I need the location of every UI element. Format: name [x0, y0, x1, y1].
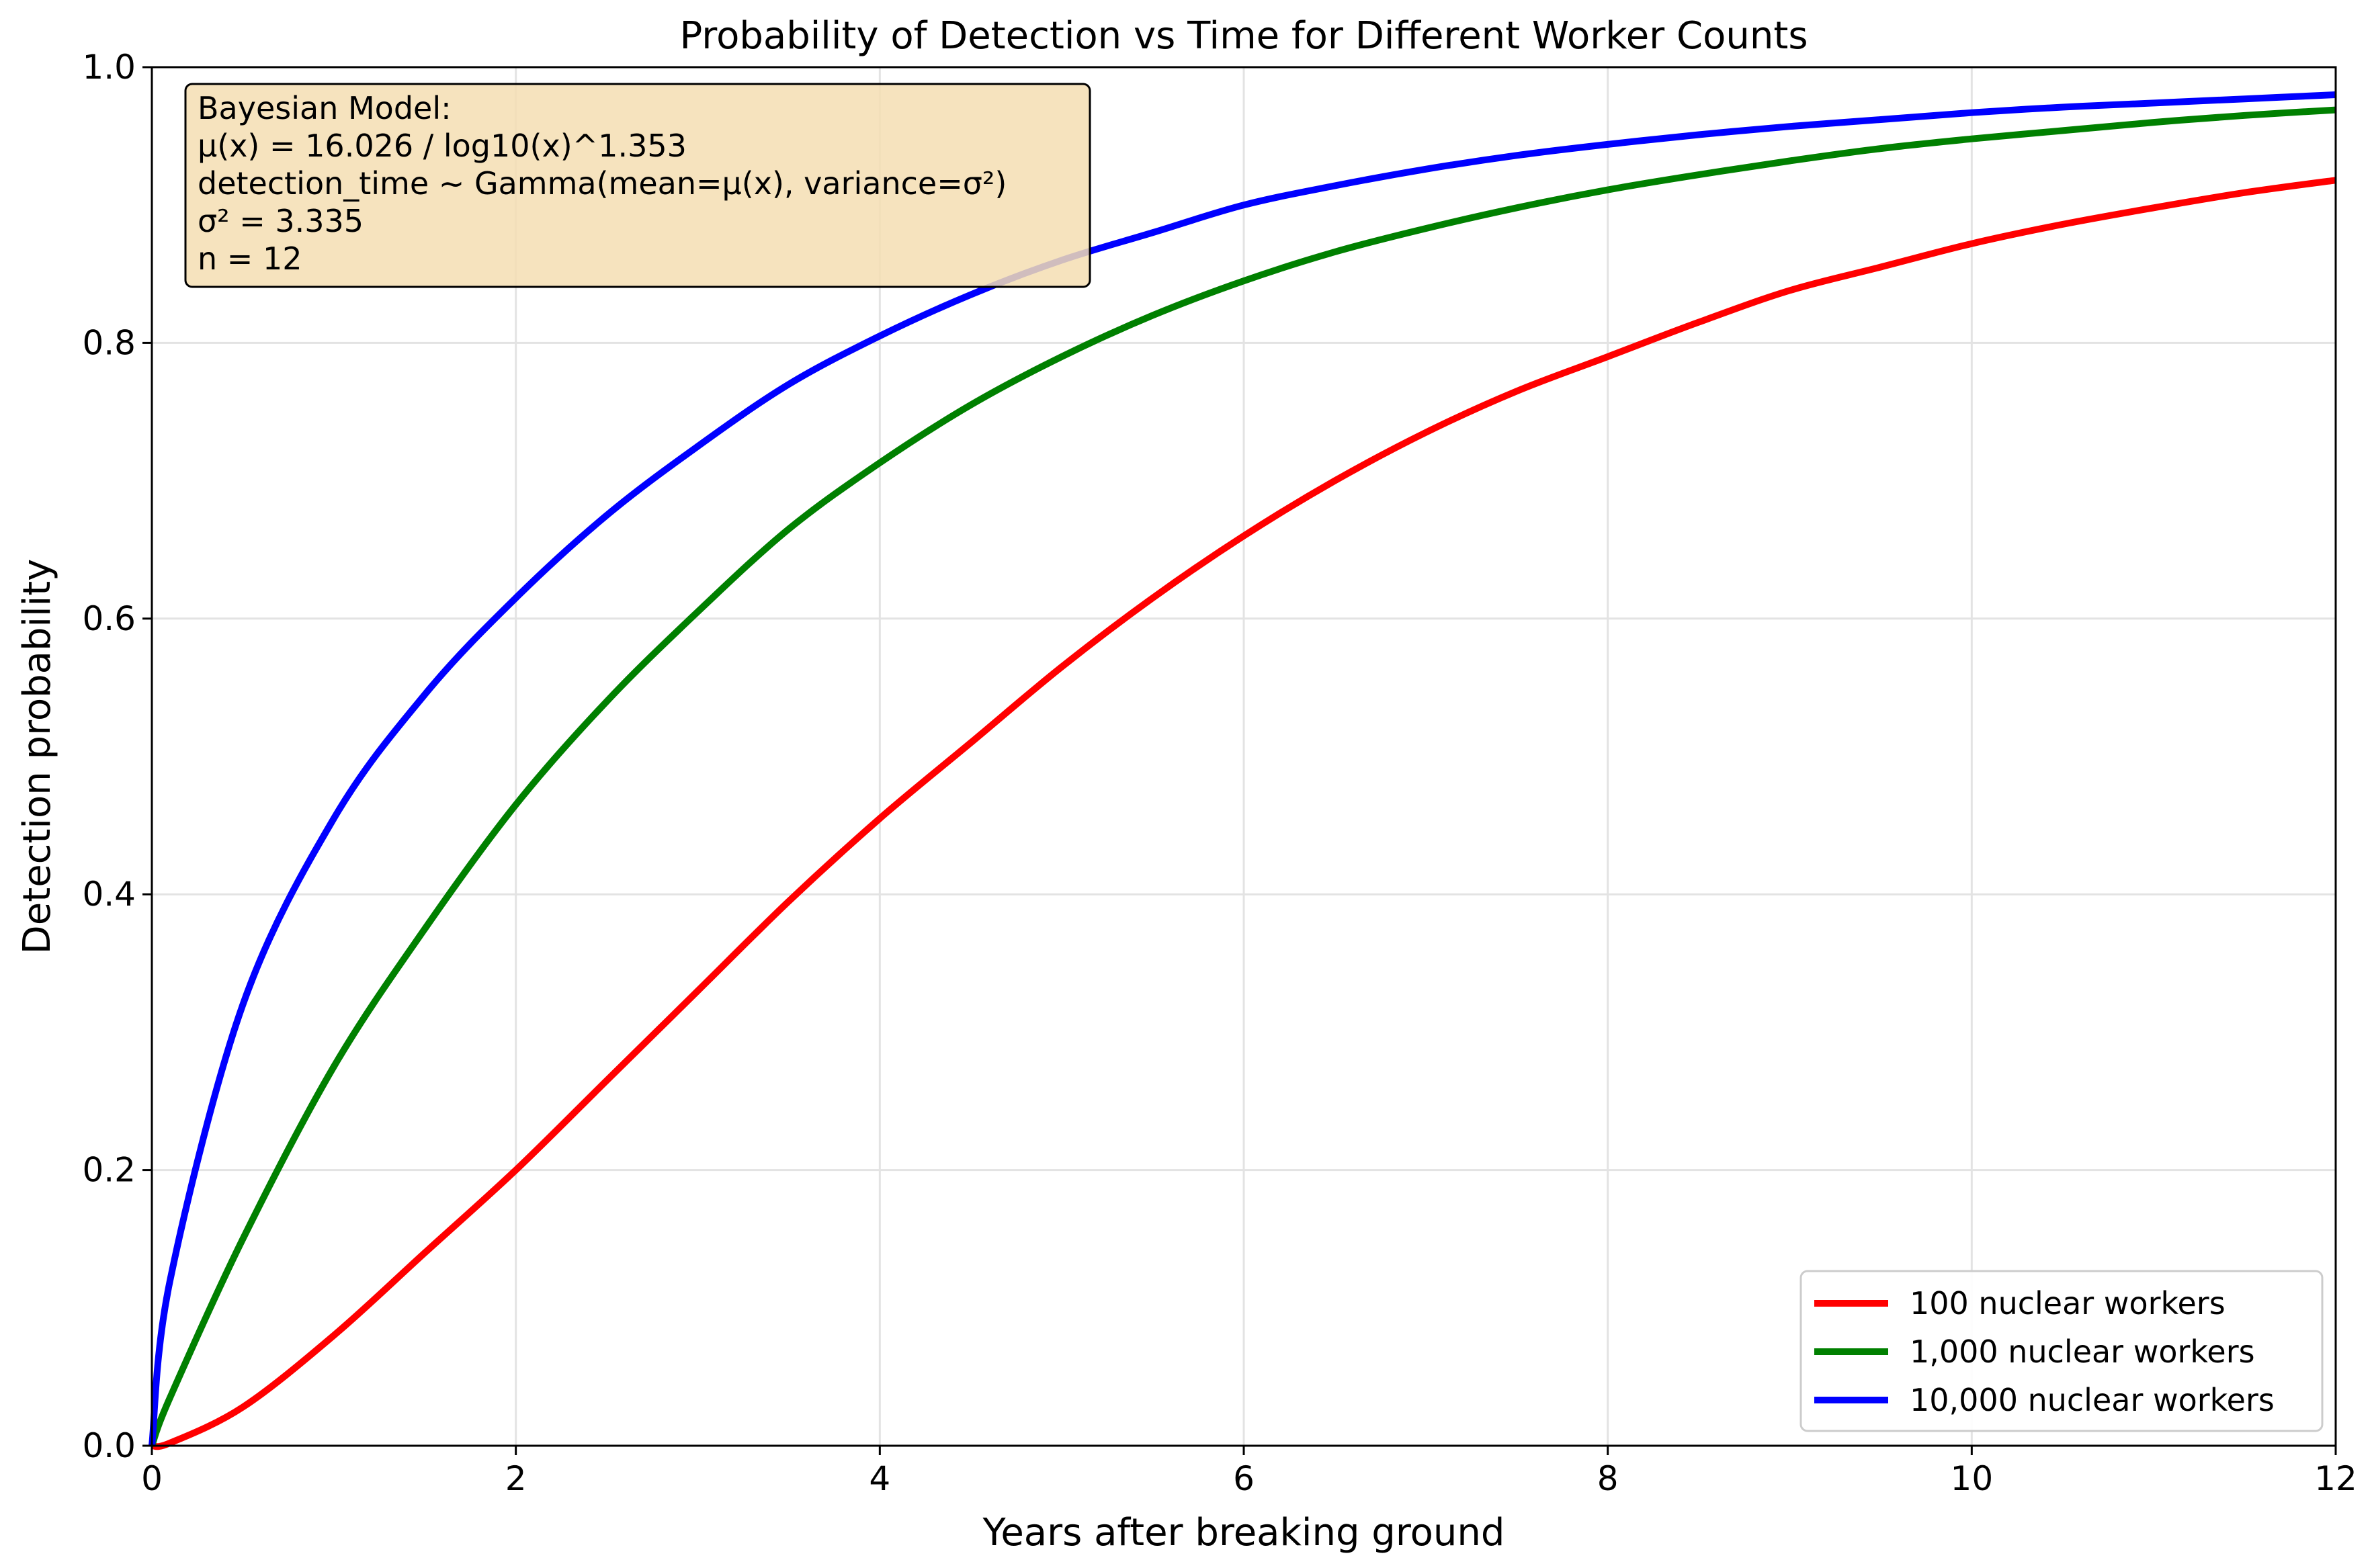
legend-label-2: 10,000 nuclear workers [1910, 1382, 2275, 1418]
y-tick-label: 0.8 [82, 323, 136, 362]
legend-box [1799, 1270, 2324, 1432]
x-tick-label: 12 [2314, 1459, 2357, 1498]
legend-label-0: 100 nuclear workers [1910, 1285, 2225, 1321]
y-tick-label: 1.0 [82, 48, 136, 87]
legend[interactable]: 100 nuclear workers 1,000 nuclear workers… [1799, 1270, 2324, 1432]
axis-ticks: 0 2 4 6 8 10 12 0.0 0.2 0.4 0.6 0.8 1.0 [82, 48, 2357, 1498]
series-line-1 [149, 106, 2336, 1447]
series-line-0 [151, 177, 2336, 1450]
annotation-box [184, 83, 1091, 288]
annotation-line: Bayesian Model: [198, 90, 452, 126]
y-tick-label: 0.6 [82, 599, 136, 638]
model-annotation-box: Bayesian Model:μ(x) = 16.026 / log10(x)^… [184, 83, 1091, 288]
x-tick-label: 2 [505, 1459, 527, 1498]
y-tick-label: 0.2 [82, 1151, 136, 1190]
y-axis-label: Detection probability [15, 559, 59, 955]
annotation-line: σ² = 3.335 [198, 203, 364, 239]
x-tick-label: 0 [141, 1459, 163, 1498]
x-tick-label: 4 [869, 1459, 890, 1498]
x-tick-label: 10 [1951, 1459, 1994, 1498]
y-tick-label: 0.4 [82, 875, 136, 914]
chart-title: Probability of Detection vs Time for Dif… [680, 14, 1808, 58]
annotation-line: μ(x) = 16.026 / log10(x)^1.353 [198, 128, 687, 164]
annotation-line: detection_time ~ Gamma(mean=μ(x), varian… [198, 165, 1007, 202]
x-tick-label: 6 [1233, 1459, 1255, 1498]
legend-label-1: 1,000 nuclear workers [1910, 1334, 2255, 1370]
y-tick-label: 0.0 [82, 1426, 136, 1465]
x-tick-label: 8 [1597, 1459, 1619, 1498]
annotation-line: n = 12 [198, 241, 302, 277]
x-axis-label: Years after breaking ground [982, 1511, 1505, 1555]
